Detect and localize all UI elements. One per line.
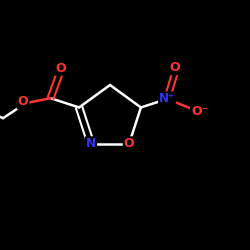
Text: O: O [55, 62, 66, 75]
Text: O: O [18, 96, 28, 108]
Text: N: N [86, 137, 96, 150]
Text: O: O [169, 61, 180, 74]
Text: O⁻: O⁻ [191, 105, 208, 118]
Text: N⁺: N⁺ [159, 92, 175, 106]
Text: O: O [124, 137, 134, 150]
